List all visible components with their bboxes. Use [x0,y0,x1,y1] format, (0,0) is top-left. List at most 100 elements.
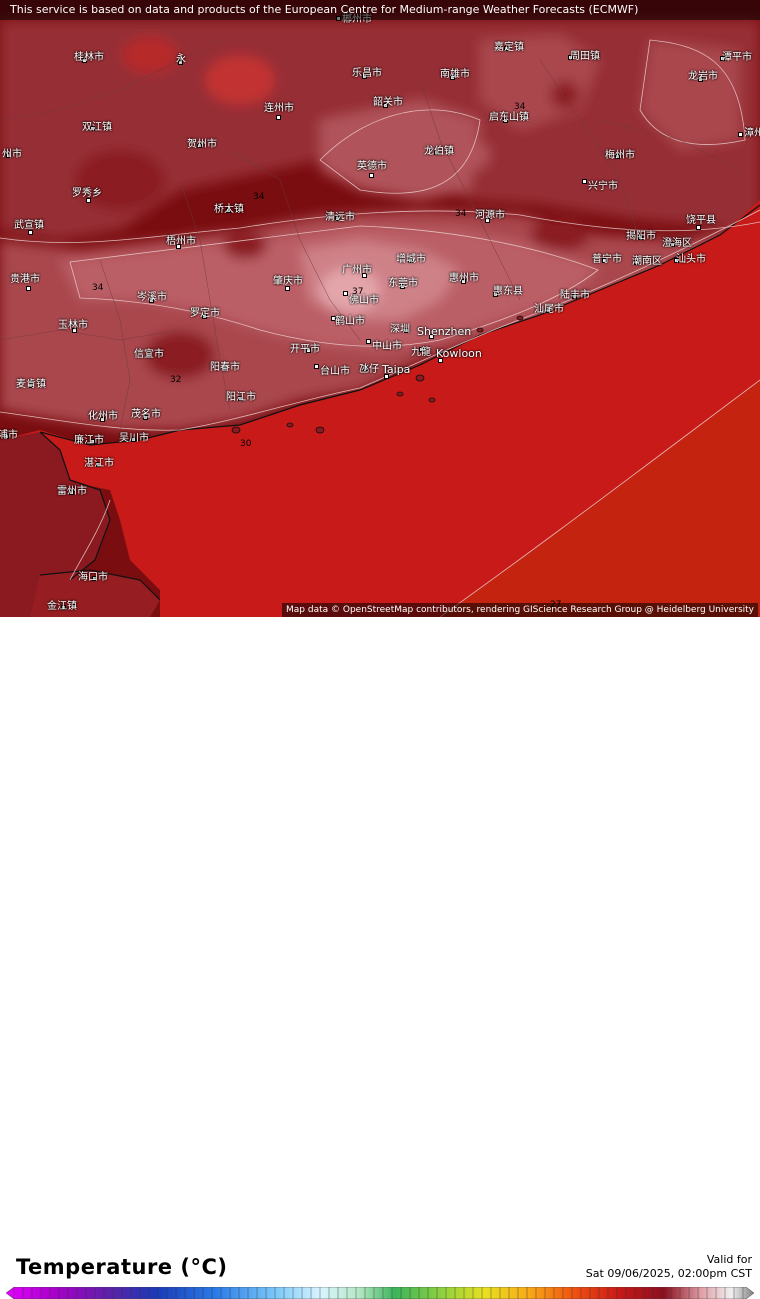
city-marker [92,576,97,581]
city-label: 桂林市 [74,52,104,63]
city-label: 信宜市 [134,349,164,360]
city-marker [86,198,91,203]
city-marker [419,347,424,352]
city-label: 普宁市 [592,254,622,265]
city-label: 雷州市 [57,486,87,497]
city-marker [82,58,87,63]
city-label: 贺州市 [187,139,217,150]
city-marker [634,260,639,265]
city-marker [285,286,290,291]
city-marker [546,308,551,313]
city-marker [222,366,227,371]
isotherm-label: 30 [240,439,252,449]
city-label: 茂名市 [131,409,161,420]
city-marker [572,294,577,299]
city-label: 湛江市 [84,458,114,469]
city-label: 双江镇 [82,122,112,133]
legend-footer: Temperature (°C) Valid for Sat 09/06/202… [0,617,760,1299]
city-label: 海口市 [78,572,108,583]
city-marker [615,154,620,159]
temperature-colorbar [6,1287,754,1299]
admin-boundaries [0,39,741,431]
city-label: 东莞市 [388,278,418,289]
city-marker [369,173,374,178]
city-label: Taipa [382,363,411,376]
city-label: 桥大镇 [214,204,244,215]
city-label: 开平市 [290,344,320,355]
city-label: 中山市 [372,341,402,352]
city-label: 龙伯镇 [424,146,454,157]
city-label: 南雄市 [440,69,470,80]
city-label: 麦肯镇 [16,379,46,390]
city-marker [226,208,231,213]
city-marker [638,235,643,240]
city-label: 增城市 [396,254,426,265]
isotherm-label: 34 [92,283,104,293]
city-marker [366,339,371,344]
city-marker [493,292,498,297]
city-label: 漳州 [744,128,760,139]
city-label: 玉林市 [58,320,88,331]
city-label: 汕头市 [676,254,706,265]
city-label: 周田镇 [570,51,600,62]
temperature-map[interactable]: 3434343432302737 郴州市桂林市永嘉定镇周田镇潭平市乐昌市南雄市龙… [0,0,760,617]
valid-time: Valid for Sat 09/06/2025, 02:00pm CST [586,1253,752,1281]
city-marker [90,439,95,444]
city-marker [404,328,409,333]
city-label: 启东山镇 [489,112,529,123]
city-label: 嘉定镇 [494,42,524,53]
city-label: 金江镇 [47,601,77,612]
city-label: 梧州市 [166,236,196,247]
city-label: 乐昌市 [352,68,382,79]
city-marker [197,143,202,148]
city-marker [28,230,33,235]
city-label: 兴宁市 [588,181,618,192]
city-label: 九龍 [411,347,431,358]
city-marker [335,216,340,221]
city-marker [26,286,31,291]
city-marker [90,126,95,131]
city-marker [568,55,573,60]
city-marker [131,437,136,442]
city-label: 浦市 [0,430,18,441]
city-label: Kowloon [436,347,482,360]
city-label: 河源市 [475,210,505,221]
map-attribution[interactable]: Map data © OpenStreetMap contributors, r… [282,603,758,617]
isotherm-label: 34 [455,209,467,219]
city-marker [331,316,336,321]
city-label: 深圳 [390,324,410,335]
city-marker [276,115,281,120]
city-label: 清远市 [325,212,355,223]
sea [0,200,760,617]
city-label: 澄海区 [662,238,692,249]
isotherm-label: 32 [170,375,182,385]
city-marker [69,490,74,495]
city-label: 陆丰市 [560,290,590,301]
valid-label: Valid for [706,1253,752,1266]
city-marker [28,383,33,388]
city-label: 肇庆市 [273,276,303,287]
city-marker [738,132,743,137]
peninsula [0,432,110,617]
city-marker [408,258,413,263]
city-label: 饶平县 [686,215,716,226]
city-label: 英德市 [357,161,387,172]
city-label: 梅州市 [605,150,635,161]
city-marker [696,225,701,230]
city-marker [363,366,368,371]
city-marker [504,46,509,51]
city-marker [306,348,311,353]
city-label: 武宣镇 [14,220,44,231]
city-label: 广州市 [342,265,372,276]
legend-title: Temperature (°C) [16,1255,228,1279]
city-marker [720,56,725,61]
city-label: 州市 [2,149,22,160]
city-label: 鹤山市 [335,316,365,327]
city-marker [72,328,77,333]
isotherm-label: 34 [514,102,526,112]
city-label: 永 [176,54,186,65]
city-marker [143,415,148,420]
city-marker [238,396,243,401]
city-label: 佛山市 [349,295,379,306]
city-label: 韶关市 [373,97,403,108]
